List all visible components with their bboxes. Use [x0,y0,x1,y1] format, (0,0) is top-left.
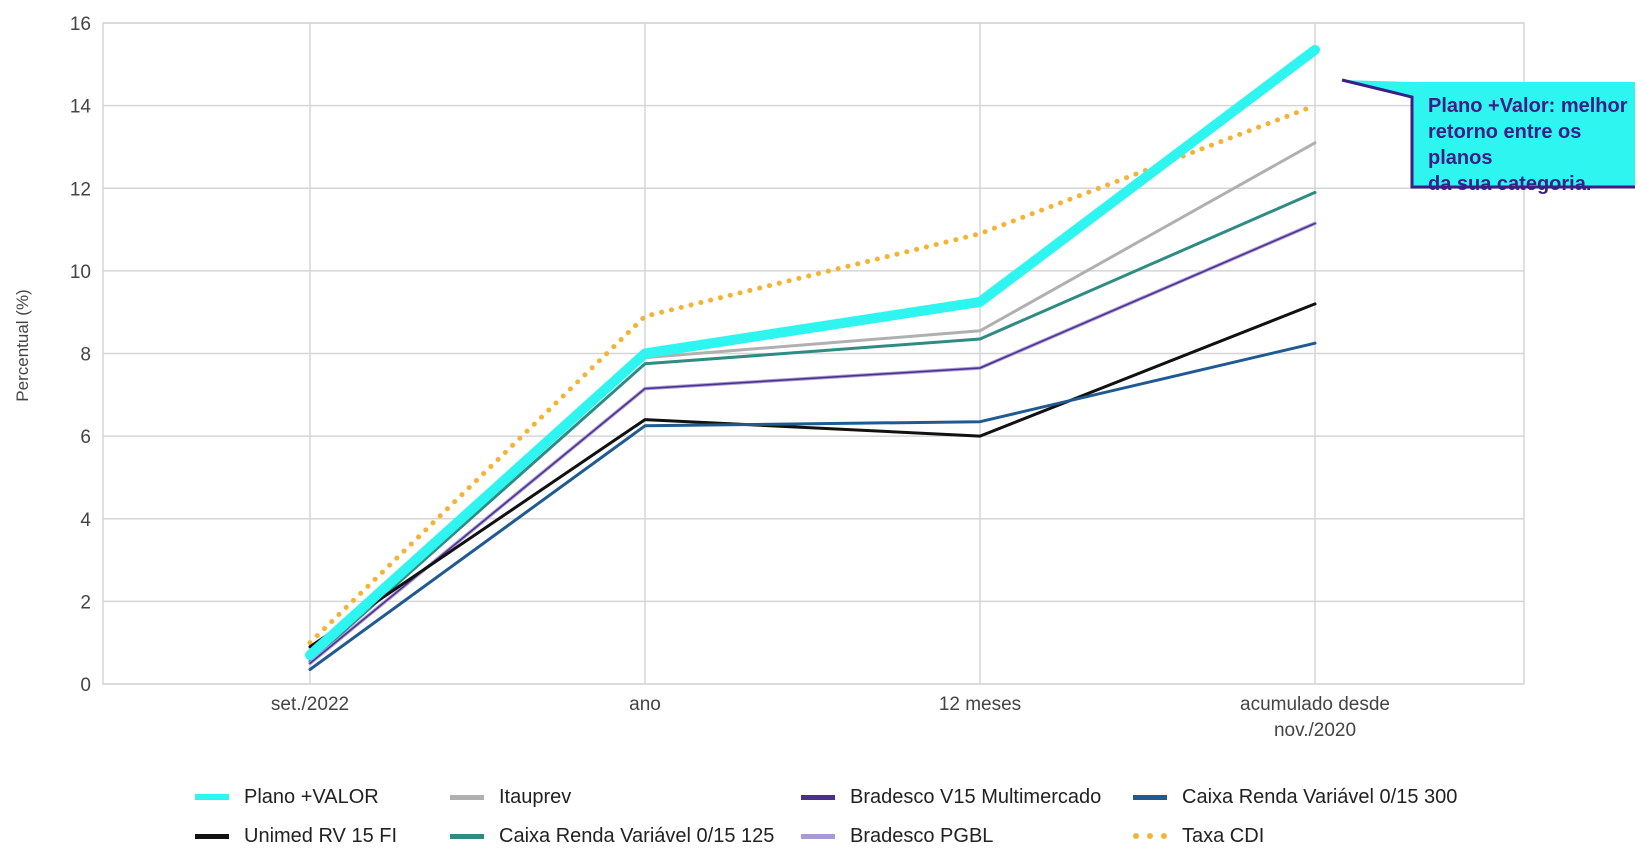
legend-item-plano-valor: Plano +VALOR [195,780,379,814]
x-tick-label: ano [629,694,661,715]
legend-label: Itauprev [499,785,572,808]
legend-swatch [450,794,484,800]
annotation-line: da sua categoria. [1428,173,1592,195]
annotation-text: Plano +Valor: melhor retorno entre os pl… [1428,93,1638,197]
y-tick-label: 12 [70,179,91,200]
legend-label: Bradesco PGBL [850,824,994,847]
legend-swatch [801,833,835,839]
callout-border-shadow [1341,78,1635,189]
y-tick-label: 16 [70,14,91,35]
legend-swatch [195,833,229,839]
legend-label: Caixa Renda Variável 0/15 125 [499,824,775,847]
legend-item-itauprev: Itauprev [450,780,571,814]
grid-layer [102,22,1525,685]
series-line-caixa-renda-vari-vel-0-15-125 [308,190,1317,663]
y-tick-label: 10 [70,262,91,283]
y-tick-label: 4 [80,510,91,531]
y-tick-label: 0 [80,675,91,696]
y-tick-label: 8 [80,345,91,366]
legend-label: Caixa Renda Variável 0/15 300 [1182,785,1458,808]
legend-item-taxa-cdi: Taxa CDI [1133,819,1264,853]
legend-label: Plano +VALOR [244,785,379,808]
callout-box [1342,80,1635,187]
axis-layer: 0 2 4 6 8 10 12 14 16 set./2022 ano 12 meses acumula… [13,14,1390,741]
series-line-itauprev [308,141,1317,661]
y-tick-label: 14 [70,97,92,118]
annotation-line: Plano +Valor: melhor [1428,95,1628,117]
callout-layer [1341,78,1635,189]
series-layer [305,44,1320,671]
legend-swatch [450,833,484,839]
legend-label: Unimed RV 15 FI [244,824,398,847]
x-tick-label: nov./2020 [1274,720,1356,741]
legend-swatch [801,794,835,800]
legend-item-bradesco-pgbl: Bradesco PGBL [801,819,993,853]
series-line-taxa-cdi [307,103,1318,646]
series-line-caixa-renda-vari-vel-0-15-300 [308,341,1317,671]
chart-legend: Plano +VALOR Itauprev Bradesco V15 Multi… [195,780,1615,860]
legend-swatch [1133,794,1167,800]
series-line-bradesco-pgbl [308,221,1317,666]
legend-item-caixa-300: Caixa Renda Variável 0/15 300 [1133,780,1457,814]
series-line-bradesco-v15-multimercado [309,222,1316,665]
annotation-line: retorno entre os planos [1428,121,1582,169]
y-tick-label: 2 [80,592,91,613]
x-tick-label: set./2022 [271,694,349,715]
legend-swatch [195,794,229,800]
legend-item-unimed: Unimed RV 15 FI [195,819,397,853]
line-chart: 0 2 4 6 8 10 12 14 16 set./2022 ano 12 meses acumula… [13,14,1635,741]
x-tick-label: acumulado desde [1240,694,1390,715]
y-tick-label: 6 [80,427,91,448]
legend-item-caixa-125: Caixa Renda Variável 0/15 125 [450,819,774,853]
series-line-plano-valor [305,44,1320,661]
legend-label: Taxa CDI [1182,824,1265,847]
legend-item-bradesco-v15: Bradesco V15 Multimercado [801,780,1101,814]
y-axis-label: Percentual (%) [13,289,32,401]
legend-label: Bradesco V15 Multimercado [850,785,1102,808]
legend-swatch [1133,833,1167,839]
x-tick-label: 12 meses [939,694,1021,715]
series-line-unimed-rv-15-fi [308,302,1317,649]
